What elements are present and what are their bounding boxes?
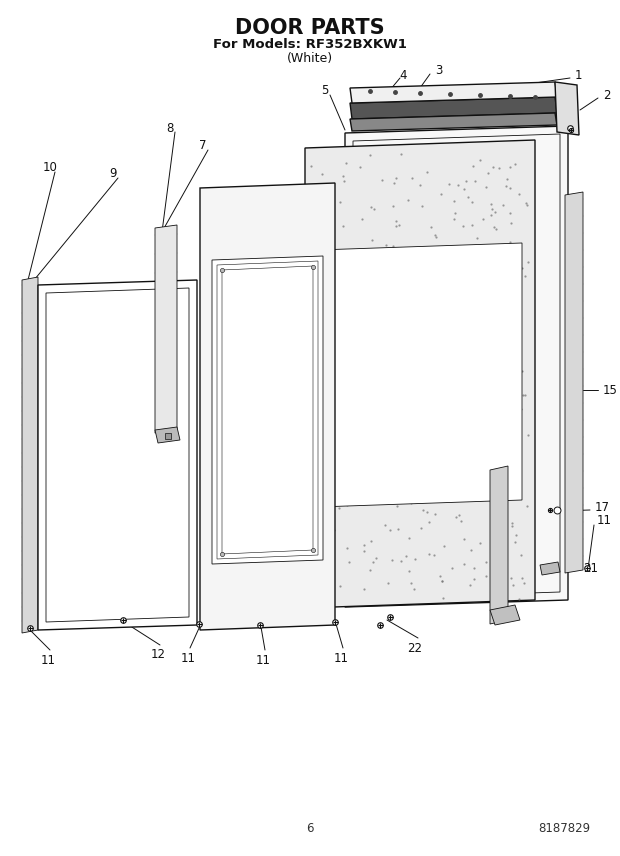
Text: 8187829: 8187829 (538, 822, 590, 835)
Polygon shape (22, 277, 38, 633)
Polygon shape (212, 256, 323, 564)
Polygon shape (345, 126, 568, 607)
Text: 11: 11 (597, 514, 612, 526)
Text: 4: 4 (399, 68, 407, 81)
Polygon shape (350, 97, 557, 119)
Text: 3: 3 (435, 63, 443, 76)
Polygon shape (155, 225, 177, 433)
Polygon shape (38, 280, 197, 630)
Text: 2: 2 (603, 88, 611, 102)
Text: 6: 6 (306, 822, 314, 835)
Text: 10: 10 (335, 508, 350, 521)
Text: 5: 5 (321, 84, 329, 97)
Text: 22: 22 (407, 641, 422, 655)
Text: 8: 8 (166, 122, 174, 134)
Polygon shape (350, 113, 557, 131)
Text: 8: 8 (573, 545, 580, 558)
Text: 9: 9 (109, 167, 117, 180)
Polygon shape (318, 243, 522, 507)
Text: 10: 10 (43, 161, 58, 174)
Polygon shape (155, 427, 180, 443)
Text: 17: 17 (595, 501, 610, 514)
Text: 15: 15 (603, 383, 618, 396)
Text: 1: 1 (575, 68, 583, 81)
Text: 7: 7 (199, 139, 206, 152)
Text: eReplacementParts.com: eReplacementParts.com (225, 423, 395, 437)
Text: 11: 11 (334, 651, 348, 664)
Text: DOOR PARTS: DOOR PARTS (235, 18, 385, 38)
Polygon shape (540, 562, 560, 575)
Polygon shape (555, 82, 579, 135)
Polygon shape (350, 82, 557, 103)
Text: For Models: RF352BXKW1: For Models: RF352BXKW1 (213, 38, 407, 51)
Text: 11: 11 (180, 651, 195, 664)
Text: (White): (White) (287, 52, 333, 65)
Polygon shape (490, 605, 520, 625)
Polygon shape (565, 192, 583, 573)
Text: 11: 11 (255, 653, 270, 667)
Polygon shape (305, 140, 535, 608)
Polygon shape (490, 466, 508, 624)
Text: 12: 12 (151, 649, 166, 662)
Text: 11: 11 (40, 653, 56, 667)
Polygon shape (200, 183, 335, 630)
Text: 21: 21 (583, 562, 598, 574)
